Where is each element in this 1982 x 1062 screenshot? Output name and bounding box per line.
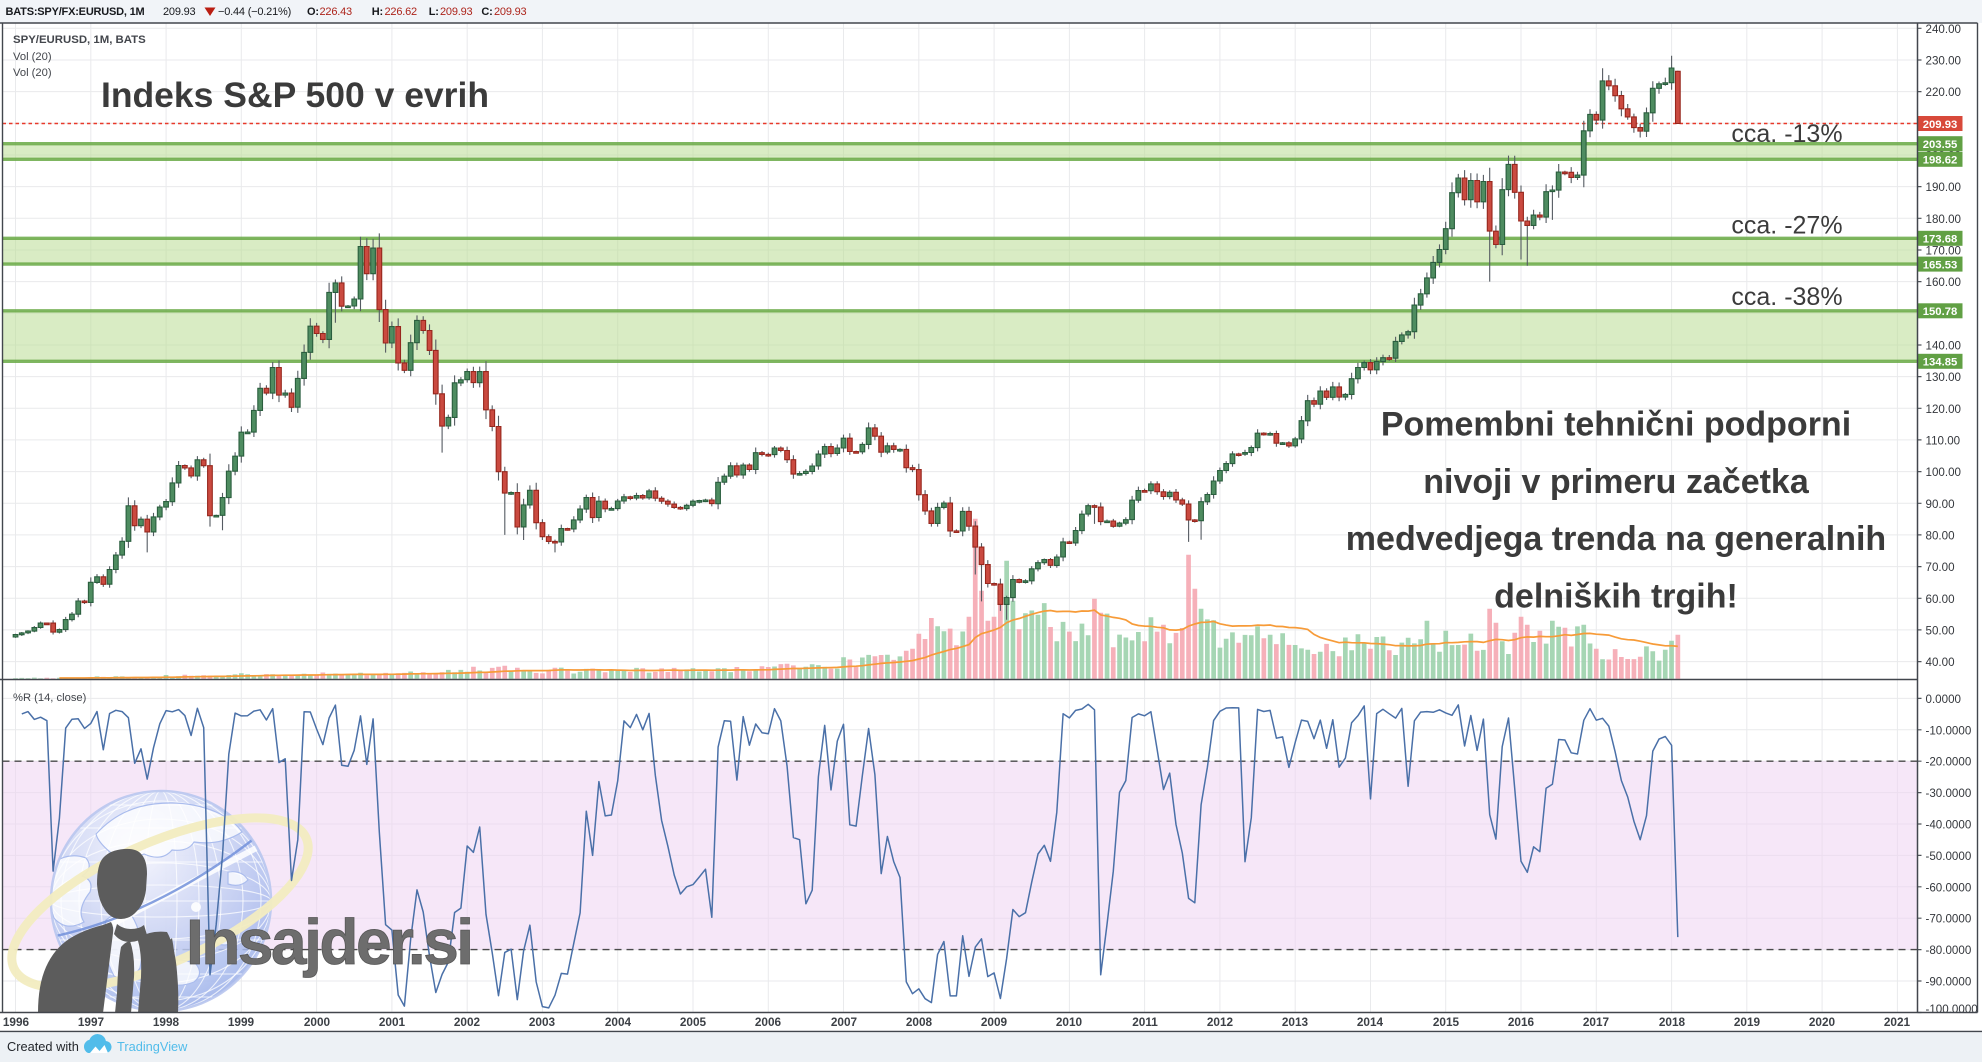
svg-text:H:: H: xyxy=(372,6,383,18)
svg-text:60.00: 60.00 xyxy=(1926,593,1955,606)
svg-text:medvedjega trenda na generalni: medvedjega trenda na generalnih xyxy=(1346,520,1886,558)
svg-text:Vol (20): Vol (20) xyxy=(13,51,52,63)
svg-text:2009: 2009 xyxy=(981,1015,1008,1029)
svg-text:−0.44 (−0.21%): −0.44 (−0.21%) xyxy=(218,6,291,18)
svg-text:Indeks S&P 500 v evrih: Indeks S&P 500 v evrih xyxy=(101,75,489,115)
svg-text:209.93: 209.93 xyxy=(494,6,527,18)
svg-text:-20.0000: -20.0000 xyxy=(1926,756,1972,769)
svg-text:C:: C: xyxy=(481,6,492,18)
svg-text:209.93: 209.93 xyxy=(163,6,196,18)
svg-text:1997: 1997 xyxy=(78,1015,105,1029)
svg-text:Vol (20): Vol (20) xyxy=(13,67,52,79)
svg-text:198.62: 198.62 xyxy=(1923,155,1958,167)
svg-text:2012: 2012 xyxy=(1207,1015,1234,1029)
svg-text:2020: 2020 xyxy=(1809,1015,1836,1029)
svg-text:209.93: 209.93 xyxy=(440,6,473,18)
svg-text:2007: 2007 xyxy=(831,1015,858,1029)
svg-text:2006: 2006 xyxy=(755,1015,782,1029)
svg-text:-70.0000: -70.0000 xyxy=(1926,913,1972,926)
svg-text:-10.0000: -10.0000 xyxy=(1926,724,1972,737)
svg-text:230.00: 230.00 xyxy=(1926,55,1961,68)
svg-text:120.00: 120.00 xyxy=(1926,403,1961,416)
svg-text:226.62: 226.62 xyxy=(385,6,418,18)
svg-text:190.00: 190.00 xyxy=(1926,181,1961,194)
svg-text:Pomembni tehnični podporni: Pomembni tehnični podporni xyxy=(1381,406,1851,444)
svg-text:-60.0000: -60.0000 xyxy=(1926,881,1972,894)
svg-text:209.93: 209.93 xyxy=(1923,119,1958,131)
svg-text:cca. -38%: cca. -38% xyxy=(1731,283,1842,311)
svg-text:134.85: 134.85 xyxy=(1923,357,1958,369)
svg-text:2013: 2013 xyxy=(1282,1015,1309,1029)
svg-text:130.00: 130.00 xyxy=(1926,371,1961,384)
svg-text:203.55: 203.55 xyxy=(1923,139,1958,151)
svg-text:2008: 2008 xyxy=(906,1015,933,1029)
svg-text:2016: 2016 xyxy=(1508,1015,1535,1029)
svg-text:%R (14, close): %R (14, close) xyxy=(13,692,87,704)
svg-text:150.78: 150.78 xyxy=(1923,306,1958,318)
svg-text:Insajder.si: Insajder.si xyxy=(186,906,472,978)
svg-text:2002: 2002 xyxy=(454,1015,481,1029)
svg-text:0.0000: 0.0000 xyxy=(1926,693,1961,706)
svg-text:-100.0000: -100.0000 xyxy=(1926,1003,1978,1016)
svg-text:2017: 2017 xyxy=(1583,1015,1610,1029)
svg-text:-90.0000: -90.0000 xyxy=(1926,976,1972,989)
svg-text:180.00: 180.00 xyxy=(1926,213,1961,226)
svg-text:2021: 2021 xyxy=(1884,1015,1911,1029)
svg-text:SPY/EURUSD, 1M, BATS: SPY/EURUSD, 1M, BATS xyxy=(13,34,146,46)
svg-text:50.00: 50.00 xyxy=(1926,624,1955,637)
svg-text:BATS:SPY/FX:EURUSD, 1M: BATS:SPY/FX:EURUSD, 1M xyxy=(6,6,145,18)
svg-text:-50.0000: -50.0000 xyxy=(1926,850,1972,863)
svg-text:1999: 1999 xyxy=(228,1015,255,1029)
svg-text:173.68: 173.68 xyxy=(1923,234,1958,246)
svg-text:165.53: 165.53 xyxy=(1923,259,1958,271)
svg-text:2019: 2019 xyxy=(1734,1015,1761,1029)
svg-text:-80.0000: -80.0000 xyxy=(1926,944,1972,957)
svg-text:2003: 2003 xyxy=(529,1015,556,1029)
svg-text:70.00: 70.00 xyxy=(1926,561,1955,574)
svg-text:100.00: 100.00 xyxy=(1926,466,1961,479)
svg-text:2015: 2015 xyxy=(1433,1015,1460,1029)
svg-text:-30.0000: -30.0000 xyxy=(1926,787,1972,800)
svg-text:80.00: 80.00 xyxy=(1926,529,1955,542)
svg-text:1998: 1998 xyxy=(153,1015,180,1029)
svg-text:140.00: 140.00 xyxy=(1926,340,1961,353)
svg-text:O:: O: xyxy=(307,6,319,18)
svg-text:110.00: 110.00 xyxy=(1926,434,1961,447)
svg-text:-40.0000: -40.0000 xyxy=(1926,819,1972,832)
svg-text:1996: 1996 xyxy=(3,1015,30,1029)
svg-text:cca. -27%: cca. -27% xyxy=(1731,212,1842,240)
svg-text:2014: 2014 xyxy=(1357,1015,1384,1029)
svg-text:220.00: 220.00 xyxy=(1926,86,1961,99)
svg-text:L:: L: xyxy=(429,6,439,18)
svg-text:Created with: Created with xyxy=(7,1039,79,1054)
svg-text:2001: 2001 xyxy=(379,1015,406,1029)
svg-text:170.00: 170.00 xyxy=(1926,245,1961,258)
svg-text:cca. -13%: cca. -13% xyxy=(1731,120,1842,148)
svg-text:2005: 2005 xyxy=(680,1015,707,1029)
svg-text:2010: 2010 xyxy=(1056,1015,1083,1029)
svg-text:2011: 2011 xyxy=(1132,1015,1158,1029)
svg-text:nivoji v primeru začetka: nivoji v primeru začetka xyxy=(1423,463,1810,501)
svg-text:TradingView: TradingView xyxy=(117,1039,188,1054)
svg-text:90.00: 90.00 xyxy=(1926,498,1955,511)
svg-text:delniških trgih!: delniških trgih! xyxy=(1494,577,1738,615)
svg-text:2000: 2000 xyxy=(304,1015,331,1029)
svg-text:2004: 2004 xyxy=(605,1015,632,1029)
svg-text:2018: 2018 xyxy=(1659,1015,1686,1029)
svg-text:40.00: 40.00 xyxy=(1926,656,1955,669)
svg-text:240.00: 240.00 xyxy=(1926,23,1961,36)
svg-text:160.00: 160.00 xyxy=(1926,276,1961,289)
svg-text:226.43: 226.43 xyxy=(320,6,353,18)
